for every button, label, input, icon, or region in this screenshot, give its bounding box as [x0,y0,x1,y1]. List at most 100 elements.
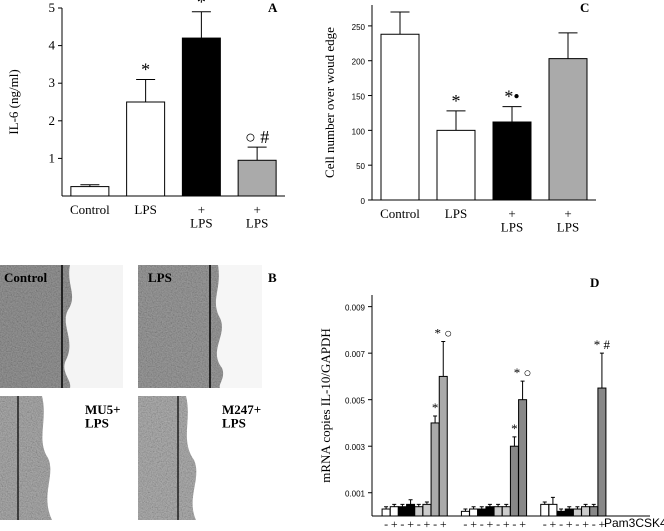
x-tick-label: Control [380,206,420,221]
annotation: * [197,0,206,12]
bar [548,503,558,517]
annotation: * ○ [434,326,452,341]
panel-label: D [590,275,599,290]
x-tick-label: - [384,517,388,531]
cell-layer [0,396,52,520]
bar [485,506,495,517]
bar [477,508,487,517]
x-tick-label: + [566,517,573,531]
error-bar [504,503,509,507]
image-label: MU5+ LPS [85,402,121,431]
bar [518,399,528,517]
bar [581,506,591,517]
x-tick-label: - [512,517,516,531]
y-tick-label: 0.003 [345,443,366,452]
x-tick-label: + [487,517,494,531]
x-tick-label: + LPS [190,202,212,231]
panel-b: B Control LPS MU5+ LPS M247+ LPS [0,265,277,520]
error-bar [542,501,547,505]
error-bar [591,503,596,507]
x-tick-label: + [503,517,510,531]
annotation: ○ # [245,127,269,147]
x-tick-label: - [559,517,563,531]
y-tick-label: 200 [352,58,366,67]
x-tick-label: + LPS [246,202,268,231]
error-bar [384,506,389,510]
x-tick-label: - [417,517,421,531]
bar [380,33,420,201]
error-bar [136,78,156,102]
x-tick-label: LPS [445,206,467,221]
y-tick-label: 0 [361,197,366,206]
bar [540,503,550,517]
annotation: *• [504,87,519,107]
annotation: * ○ [514,365,532,380]
y-axis-title: mRNA copies IL-10/GAPDH [318,328,333,483]
image-label: Control [4,270,47,285]
error-bar [471,506,476,510]
error-bar [496,503,501,507]
bar [572,508,582,517]
bar [406,503,416,517]
error-bar [433,415,438,423]
y-axis-title: Cell number over woud edge [322,27,337,178]
error-bar [392,503,397,507]
x-tick-label: - [400,517,404,531]
image-label: LPS [148,270,172,285]
bar [460,510,470,517]
x-tick-label: + [582,517,589,531]
error-bar [408,499,413,505]
x-tick-label: + LPS [501,206,523,235]
error-bar [400,503,405,507]
bar [501,506,511,517]
x-tick-label: - [496,517,500,531]
y-tick-label: 4 [49,38,56,53]
annotation: * # [594,337,611,352]
error-bar [424,501,429,505]
y-axis-title: IL-6 (ng/ml) [6,69,21,134]
x-tick-label: LPS [134,202,156,217]
y-tick-label: 3 [49,75,56,90]
cell-layer [0,265,73,388]
x-tick-label: - [480,517,484,531]
x-tick-label: + [407,517,414,531]
y-tick-label: 1 [49,150,56,165]
error-bar [520,380,525,400]
bar [381,508,391,517]
error-bar [416,503,421,507]
bar [597,387,607,517]
y-tick-label: 250 [352,23,366,32]
bar [414,506,424,517]
y-tick-label: 100 [352,127,366,136]
x-tick-label: + [391,517,398,531]
error-bar [191,11,211,39]
x-tick-label: Control [70,202,110,217]
panel-label: C [580,0,589,15]
panel-label: B [268,270,277,285]
bar [509,445,519,517]
x-tick-label: + [440,517,447,531]
annotation: * [511,421,518,436]
bar [438,375,448,517]
error-bar [567,506,572,510]
y-tick-label: 0.005 [345,397,366,406]
bar [436,129,476,201]
x-tick-label: + [519,517,526,531]
error-bar [559,508,564,512]
bar [564,508,574,517]
bar [556,510,566,517]
y-tick-label: 0.001 [345,490,366,499]
x-tick-label: - [592,517,596,531]
bar [430,422,440,517]
y-tick-label: 50 [356,162,365,171]
cell-layer [138,396,197,520]
x-tick-label: - [463,517,467,531]
y-tick-label: 150 [352,93,366,102]
bar [469,508,479,517]
error-bar [502,106,522,122]
x-tick-label: - [433,517,437,531]
bar [589,506,599,517]
error-bar [247,146,267,161]
bar [70,186,110,197]
